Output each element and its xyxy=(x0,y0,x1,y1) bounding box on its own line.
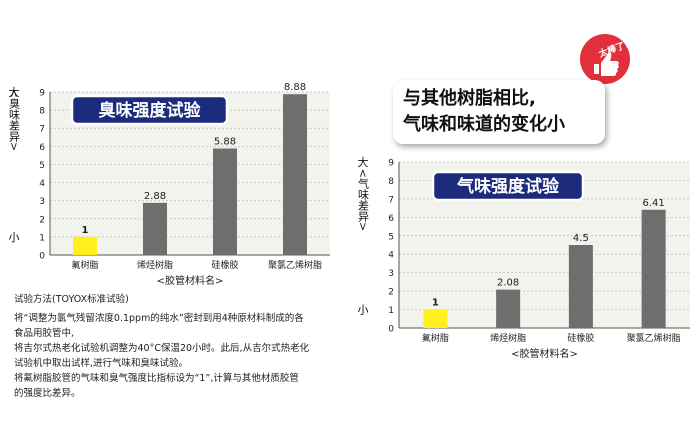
y-tick-label: 2 xyxy=(39,215,45,225)
y-tick-label: 6 xyxy=(388,214,394,224)
y-tick-label: 6 xyxy=(39,143,45,153)
y-tick-label: 5 xyxy=(39,161,45,171)
description-line: 将氟树脂胶管的气味和臭气强度比指标设为“1”,计算与其他材质胶管 xyxy=(14,373,299,384)
bar xyxy=(73,236,97,255)
y-tick-label: 9 xyxy=(388,159,394,169)
y-axis-label: <臭味差异> xyxy=(8,89,21,151)
smell-chart: 0 1 2 3 4 5 6 7 8 9 1 氟树脂 2.08 烯烃树脂 4.5 硅橡胶 6.41 聚氯乙烯树脂 <胶… xyxy=(357,155,690,360)
bar-value-label: 2.08 xyxy=(497,278,519,289)
x-tick-label: 氟树脂 xyxy=(71,259,98,271)
x-tick-label: 烯烃树脂 xyxy=(137,259,173,271)
y-tick-label: 4 xyxy=(39,179,45,189)
y-tick-label: 0 xyxy=(388,325,394,335)
bar xyxy=(213,148,237,255)
x-tick-label: 硅橡胶 xyxy=(211,259,238,271)
x-tick-label: 氟树脂 xyxy=(422,332,449,344)
chart-title-box xyxy=(431,170,585,202)
y-axis-label-top: 大 xyxy=(358,155,369,169)
description-line: 将“调整为氯气残留浓度0.1ppm的纯水”密封到用4种原材料制成的各 xyxy=(14,313,304,324)
bar xyxy=(143,202,167,255)
x-tick-label: 烯烃树脂 xyxy=(490,332,526,344)
y-tick-label: 1 xyxy=(388,306,394,316)
x-axis-label: <胶管材料名> xyxy=(511,347,578,360)
y-tick-label: 5 xyxy=(388,232,394,242)
y-tick-label: 3 xyxy=(39,197,45,207)
bar xyxy=(568,245,593,328)
x-tick-label: 聚氯乙烯树脂 xyxy=(627,332,681,344)
y-axis-label-bottom: 小 xyxy=(9,231,20,244)
bar-value-label: 1 xyxy=(82,225,89,236)
odor-chart-panel: 0 1 2 3 4 5 6 7 8 9 1 氟树脂 2.88 烯烃树脂 5.88 硅橡胶 8.88 聚氯乙烯树脂 <… xyxy=(0,0,345,300)
bar-value-label: 4.5 xyxy=(573,233,589,244)
bar xyxy=(423,309,448,328)
y-tick-label: 1 xyxy=(39,233,45,243)
description-line: 试验机中取出试样,进行气味和臭味试验。 xyxy=(14,358,189,369)
odor-chart: 0 1 2 3 4 5 6 7 8 9 1 氟树脂 2.88 烯烃树脂 5.88 硅橡胶 8.88 聚氯乙烯树脂 <… xyxy=(8,82,330,287)
bar-value-label: 8.88 xyxy=(284,82,306,93)
bar xyxy=(641,209,666,328)
chart-title-box xyxy=(70,94,229,126)
y-tick-label: 4 xyxy=(388,251,394,261)
description-title: 试验方法(TOYOX标准试验) xyxy=(14,294,129,305)
smell-chart-panel: 0 1 2 3 4 5 6 7 8 9 1 氟树脂 2.08 烯烃树脂 4.5 硅橡胶 6.41 聚氯乙烯树脂 <胶… xyxy=(355,0,700,430)
description-line: 食品用胶管中, xyxy=(14,328,75,339)
headline-box: 与其他树脂相比, 气味和味道的变化小 xyxy=(393,80,605,144)
chart-title: 臭味强度试验 xyxy=(99,100,202,121)
test-method-description: 试验方法(TOYOX标准试验) 将“调整为氯气残留浓度0.1ppm的纯水”密封到… xyxy=(14,292,344,401)
headline-line-2: 气味和味道的变化小 xyxy=(403,114,565,135)
bar xyxy=(283,94,307,255)
y-axis-label-top: 大 xyxy=(9,85,20,99)
bar-value-label: 6.41 xyxy=(642,198,664,209)
bar xyxy=(496,289,521,328)
bar-value-label: 5.88 xyxy=(214,137,236,148)
bar-value-label: 2.88 xyxy=(144,191,166,202)
description-line: 的强度比差异。 xyxy=(14,388,81,399)
x-axis-label: <胶管材料名> xyxy=(157,274,224,287)
chart-title: 气味强度试验 xyxy=(456,176,560,197)
y-tick-label: 8 xyxy=(39,107,45,117)
y-tick-label: 0 xyxy=(39,252,45,262)
y-axis-label-bottom: 小 xyxy=(358,304,369,317)
y-tick-label: 3 xyxy=(388,269,394,279)
headline-line-1: 与其他树脂相比, xyxy=(403,88,536,109)
y-tick-label: 7 xyxy=(39,125,45,135)
description-line: 将吉尔式热老化试验机调整为40°C保温20小时。此后,从吉尔式热老化 xyxy=(14,343,310,354)
y-tick-label: 9 xyxy=(39,89,45,99)
thumbs-up-icon xyxy=(580,34,630,84)
y-tick-label: 7 xyxy=(388,195,394,205)
y-axis-label: <气味差异> xyxy=(357,169,370,231)
x-tick-label: 硅橡胶 xyxy=(567,332,594,344)
x-tick-label: 聚氯乙烯树脂 xyxy=(268,259,322,271)
y-tick-label: 2 xyxy=(388,288,394,298)
y-tick-label: 8 xyxy=(388,177,394,187)
bar-value-label: 1 xyxy=(432,298,439,309)
